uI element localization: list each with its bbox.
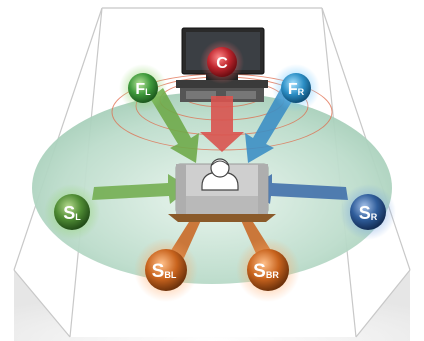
speaker-surround-back-right-label: S: [253, 261, 266, 282]
speaker-center-label: C: [216, 55, 228, 72]
speaker-surround-left: SL: [44, 184, 100, 240]
arrow-surround-left: [92, 174, 190, 204]
speaker-surround-right-label: S: [359, 203, 371, 223]
arrow-surround-right: [250, 174, 348, 204]
speaker-surround-back-left-sub: BL: [164, 270, 176, 280]
speaker-surround-back-left-label: S: [152, 261, 165, 282]
speaker-front-right-label: F: [288, 81, 298, 98]
speaker-front-right-sub: R: [298, 87, 305, 97]
speaker-surround-back-left: SBL: [134, 238, 198, 302]
speaker-surround-left-sub: L: [75, 212, 81, 222]
speaker-front-left-sub: L: [145, 87, 151, 97]
speaker-front-right: FR: [272, 64, 320, 112]
svg-text:SBR: SBR: [253, 261, 279, 282]
svg-text:SR: SR: [359, 203, 378, 223]
speaker-surround-left-label: S: [63, 203, 75, 223]
listener-icon: [201, 158, 239, 191]
svg-text:C: C: [216, 55, 228, 72]
arrow-front-left: [150, 88, 199, 163]
speaker-surround-right-sub: R: [371, 212, 378, 222]
speaker-front-left-label: F: [135, 81, 145, 98]
svg-text:FR: FR: [288, 81, 305, 98]
speaker-surround-right: SR: [340, 184, 396, 240]
speaker-front-left: FL: [119, 64, 167, 112]
speaker-surround-back-right: SBR: [236, 238, 300, 302]
speaker-center: C: [200, 40, 244, 84]
svg-text:SBL: SBL: [152, 261, 177, 282]
svg-text:FL: FL: [135, 81, 151, 98]
arrow-center: [200, 96, 244, 152]
speaker-surround-back-right-sub: BR: [266, 270, 279, 280]
svg-text:SL: SL: [63, 203, 81, 223]
